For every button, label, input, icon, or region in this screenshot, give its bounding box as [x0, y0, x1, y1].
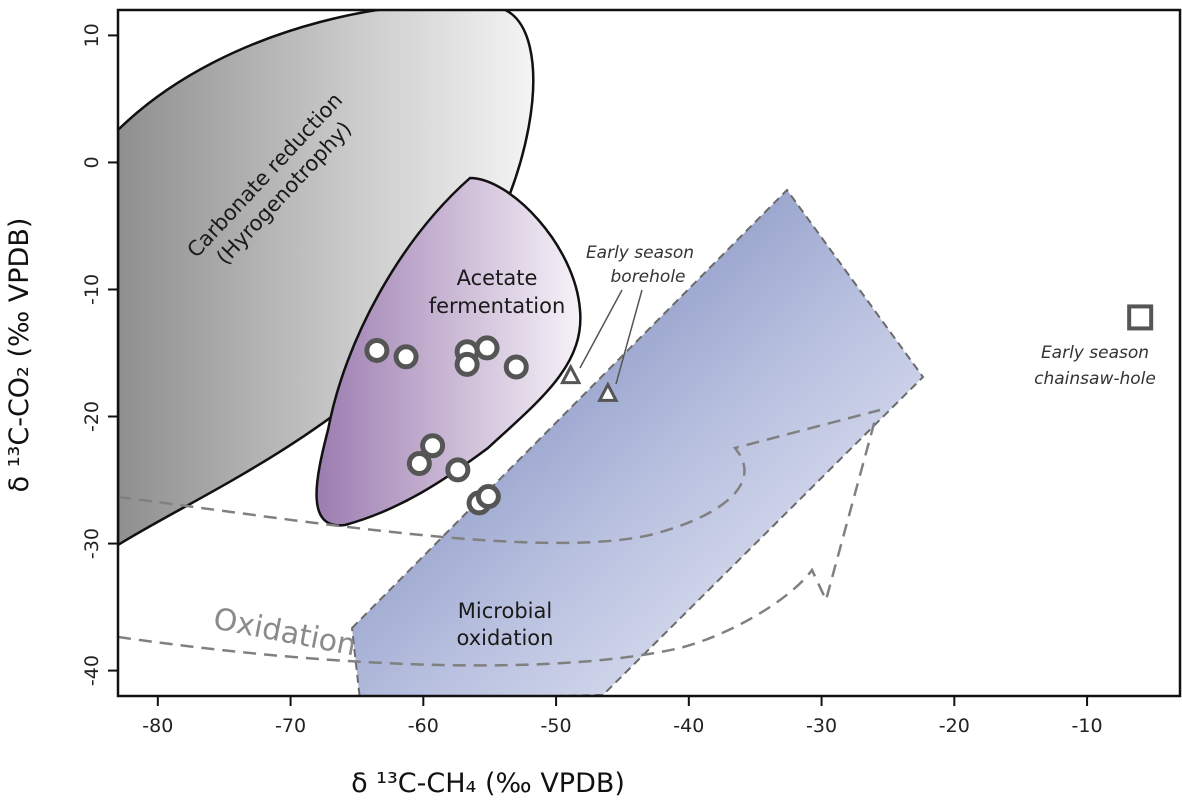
data-point-triangle	[559, 363, 582, 385]
label-acetate-1: Acetate	[457, 266, 538, 290]
oxidation-arrow-lower	[118, 419, 877, 667]
data-point-circle	[364, 337, 390, 363]
data-point-circle	[503, 354, 529, 380]
x-tick-label: -80	[142, 715, 173, 737]
x-tick-label: -20	[939, 715, 970, 737]
data-point-circle	[420, 433, 446, 459]
data-point-circle	[393, 344, 419, 370]
x-tick-label: -50	[541, 715, 572, 737]
x-tick-label: -40	[673, 715, 704, 737]
plot-frame	[116, 8, 1182, 698]
region-microbial	[350, 188, 925, 696]
annot-borehole-2: borehole	[611, 267, 686, 287]
annot-chainsaw-1: Early season	[1041, 343, 1149, 363]
data-point-circle	[454, 351, 480, 377]
label-oxidation: Oxidation	[210, 601, 359, 663]
x-axis-title: δ ¹³C-CH₄ (‰ VPDB)	[351, 768, 625, 799]
x-tick-label: -30	[806, 715, 837, 737]
y-axis: 10 0 -10 -20 -30 -40	[81, 23, 118, 686]
data-point-circle	[474, 335, 500, 361]
x-tick-label: -70	[275, 715, 306, 737]
region-acetate	[315, 176, 582, 527]
leader-borehole-2	[615, 289, 643, 385]
annot-chainsaw-2: chainsaw-hole	[1034, 369, 1156, 389]
data-point-circle	[406, 451, 432, 477]
data-point-circle	[475, 484, 501, 510]
y-tick-label: -10	[81, 274, 103, 305]
leader-borehole-1	[579, 289, 623, 369]
data-points	[364, 304, 1154, 516]
y-tick-label: -20	[81, 401, 103, 432]
annot-borehole-1: Early season	[586, 243, 694, 263]
label-acetate-2: fermentation	[429, 294, 566, 318]
y-tick-label: 10	[81, 23, 103, 47]
x-tick-label: -60	[408, 715, 439, 737]
data-point-triangle	[597, 381, 619, 402]
y-tick-label: -40	[81, 655, 103, 686]
x-tick-label: -10	[1072, 715, 1103, 737]
label-microbial-1: Microbial	[458, 599, 552, 623]
oxidation-arrow-upper	[118, 408, 881, 545]
y-tick-label: -30	[81, 528, 103, 559]
data-point-circle	[445, 457, 471, 483]
y-tick-label: 0	[81, 156, 103, 168]
data-point-square	[1127, 304, 1154, 331]
y-axis-title: δ ¹³C-CO₂ (‰ VPDB)	[4, 218, 35, 493]
label-microbial-2: oxidation	[457, 626, 554, 650]
x-axis: -80 -70 -60 -50 -40 -30 -20 -10	[142, 696, 1103, 737]
region-carbonate	[118, 10, 535, 547]
